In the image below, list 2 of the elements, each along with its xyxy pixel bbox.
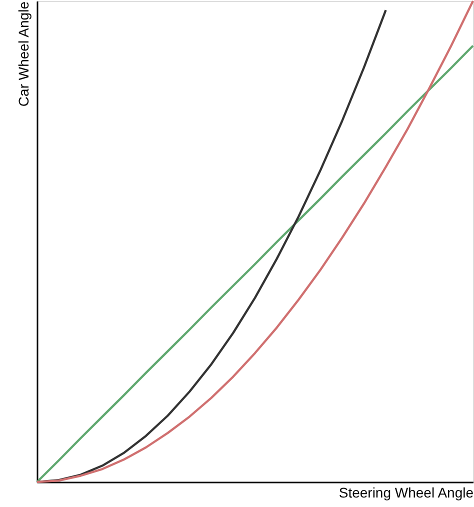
y-axis-title: Car Wheel Angle bbox=[16, 1, 32, 107]
x-axis-title: Steering Wheel Angle bbox=[338, 484, 474, 500]
